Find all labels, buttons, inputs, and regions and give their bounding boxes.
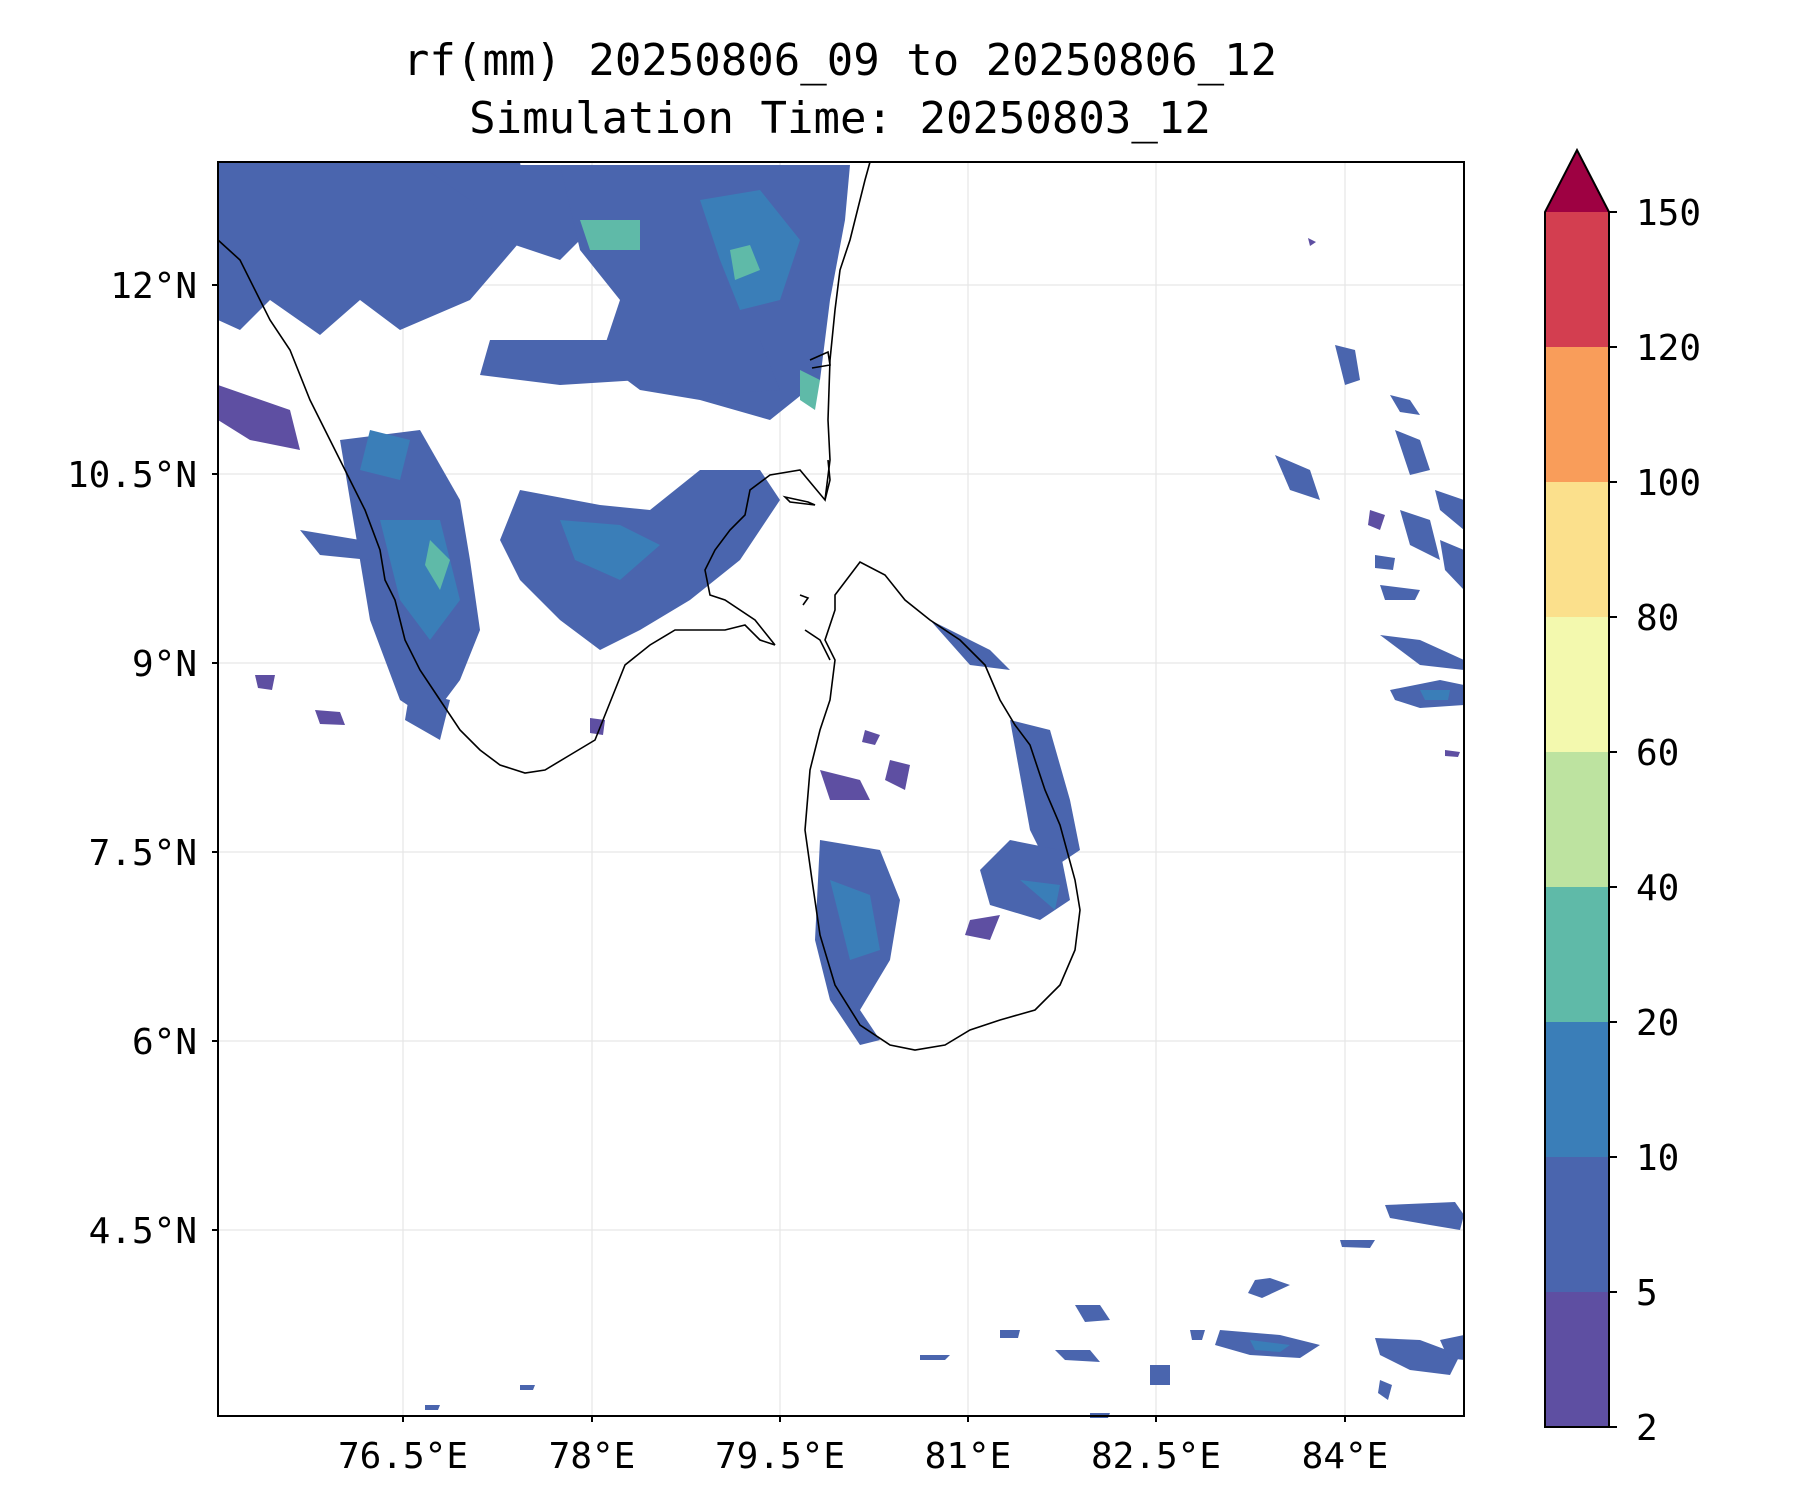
x-tick-label: 79.5°E: [715, 1436, 845, 1477]
colorbar-tick-label: 100: [1636, 463, 1701, 504]
y-tick-marks: [212, 284, 218, 1231]
colorbar-tick-label: 5: [1636, 1273, 1658, 1314]
colorbar: 2 5 10 20 40 60 80 100 120 150: [1544, 147, 1701, 1449]
colorbar-tick-label: 120: [1636, 328, 1701, 369]
colorbar-tick-label: 2: [1636, 1408, 1658, 1449]
plot-frame: [217, 161, 1465, 1417]
colorbar-tick-label: 80: [1636, 598, 1679, 639]
colorbar-extend-arrow: [1545, 150, 1609, 212]
x-tick-label: 84°E: [1302, 1436, 1389, 1477]
y-tick-label: 9°N: [132, 644, 197, 685]
colorbar-segment-10-20: [1545, 1022, 1609, 1157]
colorbar-segment-20-40: [1545, 887, 1609, 1022]
y-tick-label: 10.5°N: [67, 455, 197, 496]
y-tick-label: 6°N: [132, 1022, 197, 1063]
rainfall-field: [218, 162, 1464, 1418]
colorbar-segment-100-120: [1545, 347, 1609, 482]
x-tick-marks: [402, 1416, 1346, 1422]
colorbar-frame: [1544, 147, 1610, 1428]
chart-title: rf(mm) 20250806_09 to 20250806_12: [402, 35, 1278, 86]
colorbar-tick-label: 150: [1636, 193, 1701, 234]
chart-subtitle: Simulation Time: 20250803_12: [469, 93, 1211, 144]
y-tick-label: 4.5°N: [89, 1211, 197, 1252]
y-tick-label: 12°N: [110, 266, 197, 307]
colorbar-tick-label: 20: [1636, 1003, 1679, 1044]
coastline: [217, 161, 1081, 1051]
x-tick-label: 78°E: [549, 1436, 636, 1477]
colorbar-segment-2-5: [1545, 1292, 1609, 1427]
colorbar-segment-40-60: [1545, 752, 1609, 887]
x-tick-label: 81°E: [925, 1436, 1012, 1477]
colorbar-tick-label: 60: [1636, 733, 1679, 774]
colorbar-tick-marks: [1609, 211, 1617, 1428]
x-tick-label: 76.5°E: [338, 1436, 468, 1477]
colorbar-segment-5-10: [1545, 1157, 1609, 1292]
x-tick-label: 82.5°E: [1091, 1436, 1221, 1477]
colorbar-tick-label: 10: [1636, 1138, 1679, 1179]
y-tick-label: 7.5°N: [89, 833, 197, 874]
colorbar-segment-60-80: [1545, 617, 1609, 752]
colorbar-segment-80-100: [1545, 482, 1609, 617]
colorbar-tick-label: 40: [1636, 868, 1679, 909]
colorbar-segment-120-150: [1545, 212, 1609, 347]
